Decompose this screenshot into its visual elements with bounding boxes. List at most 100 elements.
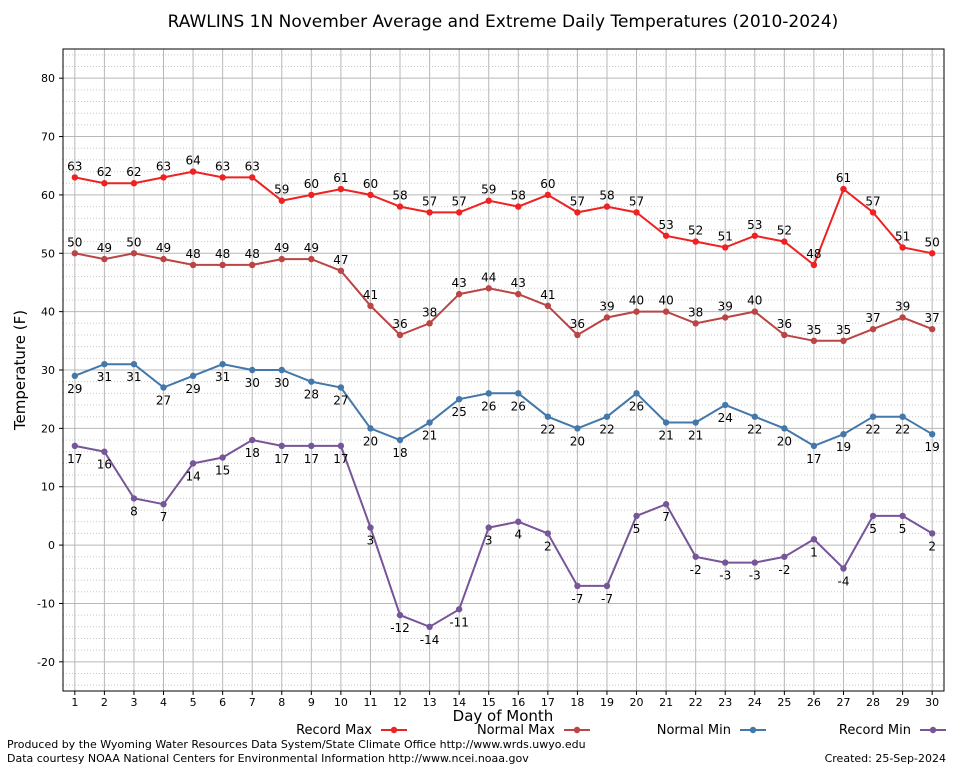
record-min-line — [74, 438, 933, 628]
record-min-value-label: 17 — [333, 452, 348, 466]
legend-label-record-min: Record Min — [839, 723, 911, 738]
normal-max-point — [603, 314, 611, 321]
record-max-value-label: 63 — [215, 159, 230, 173]
record-max-value-label: 48 — [806, 247, 821, 261]
record-max-value-label: 52 — [777, 224, 792, 238]
normal-min-point — [160, 384, 167, 391]
record-max-value-label: 52 — [688, 224, 703, 238]
record-min-point — [662, 501, 670, 508]
record-min-value-label: 5 — [633, 522, 641, 536]
record-min-point — [71, 442, 79, 450]
record-min-value-label: 3 — [367, 534, 375, 548]
record-max-value-label: 62 — [97, 165, 112, 179]
normal-max-value-label: 35 — [806, 323, 821, 337]
legend-marker-normal-min — [749, 726, 757, 734]
normal-max-point — [928, 325, 936, 333]
normal-min-line — [74, 363, 933, 448]
normal-min-value-label: 21 — [658, 429, 673, 443]
record-min-value-label: 7 — [662, 510, 670, 524]
normal-min-point — [810, 442, 818, 450]
x-tick-label: 26 — [807, 696, 821, 709]
normal-max-value-label: 41 — [540, 288, 555, 302]
record-min-point — [101, 448, 108, 455]
x-tick-label: 27 — [836, 696, 850, 709]
record-min-point — [485, 524, 492, 531]
normal-min-point — [426, 419, 433, 426]
record-max-point — [249, 174, 256, 181]
record-max-point — [160, 174, 167, 181]
x-tick-label: 16 — [511, 696, 525, 709]
normal-min-point — [869, 413, 877, 420]
normal-max-value-label: 48 — [245, 247, 260, 261]
normal-max-value-label: 37 — [865, 311, 880, 325]
record-max-point — [869, 209, 877, 216]
normal-max-value-label: 50 — [67, 235, 82, 249]
record-min-value-label: 2 — [544, 539, 552, 553]
record-min-value-label: 17 — [304, 452, 319, 466]
x-tick-label: 17 — [541, 696, 555, 709]
record-min-point — [840, 565, 847, 572]
normal-max-value-label: 44 — [481, 270, 496, 284]
normal-min-point — [249, 366, 256, 374]
record-max-value-label: 60 — [304, 177, 319, 191]
record-max-value-label: 51 — [895, 229, 910, 243]
normal-min-point — [928, 431, 936, 438]
x-tick-label: 23 — [718, 696, 732, 709]
y-tick-label: 80 — [41, 72, 55, 85]
legend: Record Max Normal Max Normal Min Record Min — [296, 723, 946, 738]
record-min-point — [515, 518, 522, 525]
normal-max-point — [781, 331, 788, 339]
normal-max-point — [337, 267, 345, 274]
normal-min-point — [485, 390, 492, 397]
record-max-point — [367, 191, 374, 199]
x-tick-label: 9 — [308, 696, 315, 709]
footer-data-courtesy: Data courtesy NOAA National Centers for … — [7, 752, 529, 765]
x-axis-label: Day of Month — [453, 707, 554, 725]
record-max-value-label: 60 — [363, 177, 378, 191]
normal-max-value-label: 35 — [836, 323, 851, 337]
y-tick-label: 60 — [41, 189, 55, 202]
normal-min-value-label: 31 — [126, 370, 141, 384]
normal-min-value-label: 21 — [688, 429, 703, 443]
record-min-point — [396, 611, 404, 619]
record-max-value-label: 62 — [126, 165, 141, 179]
normal-min-point — [189, 372, 197, 380]
normal-max-point — [189, 261, 197, 269]
record-min-point — [722, 559, 729, 566]
record-min-point — [781, 553, 788, 560]
normal-max-value-label: 36 — [392, 317, 407, 331]
record-min-point — [337, 442, 345, 450]
normal-min-point — [781, 425, 788, 432]
normal-min-point — [337, 384, 345, 391]
legend-marker-record-max — [390, 726, 398, 734]
record-min-value-label: -3 — [749, 569, 761, 583]
x-tick-label: 6 — [219, 696, 226, 709]
record-max-value-label: 58 — [599, 189, 614, 203]
normal-max-point — [396, 331, 404, 339]
record-max-point — [928, 250, 936, 257]
record-max-value-label: 58 — [392, 189, 407, 203]
y-tick-label: 70 — [41, 131, 55, 144]
normal-max-value-label: 49 — [97, 241, 112, 255]
normal-max-value-label: 43 — [452, 276, 467, 290]
normal-min-point — [130, 360, 138, 368]
normal-min-point — [574, 425, 581, 432]
record-min-value-label: 17 — [67, 452, 82, 466]
record-min-point — [928, 530, 936, 537]
record-max-value-label: 60 — [540, 177, 555, 191]
x-tick-label: 5 — [190, 696, 197, 709]
normal-max-value-label: 40 — [658, 294, 673, 308]
record-min-point — [455, 606, 463, 613]
normal-min-point — [455, 395, 463, 403]
normal-max-value-label: 39 — [718, 299, 733, 313]
record-min-point — [810, 536, 818, 543]
record-max-point — [544, 191, 552, 199]
normal-max-point — [662, 308, 670, 315]
normal-max-value-label: 49 — [304, 241, 319, 255]
record-max-point — [219, 174, 226, 181]
record-max-point — [130, 180, 138, 187]
record-max-value-label: 58 — [511, 189, 526, 203]
x-axis-ticks: 1 2 3 4 5 6 7 8 9 10 11 12 13 14 15 16 17 18 19 20 21 22 23 24 2… — [71, 691, 939, 709]
record-max-point — [662, 232, 670, 239]
record-min-point — [308, 442, 315, 450]
